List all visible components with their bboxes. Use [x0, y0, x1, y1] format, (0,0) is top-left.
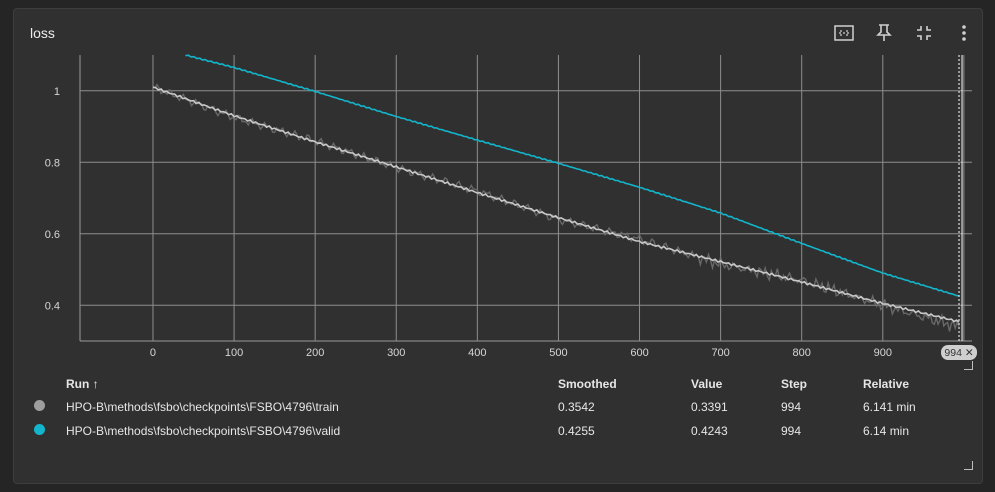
runs-table-header: Run ↑ Smoothed Value Step Relative [28, 373, 963, 395]
chart-resize-handle[interactable] [964, 361, 973, 370]
run-name: HPO-B\methods\fsbo\checkpoints\FSBO\4796… [66, 424, 341, 438]
series-line [185, 54, 960, 297]
x-tick-label: 300 [387, 347, 405, 359]
x-tick-label: 100 [225, 347, 243, 359]
fit-domain-button[interactable] [832, 23, 856, 47]
x-tick-label: 500 [549, 347, 567, 359]
hover-step-label: 994 ✕ [944, 347, 973, 359]
loss-card: loss 0 100 200 300 400 500 600 700 800 900 0.4 0.6 0… [13, 8, 983, 484]
run-column-header[interactable]: Run ↑ [66, 377, 99, 391]
x-tick-label: 600 [630, 347, 648, 359]
series-line [152, 86, 960, 323]
collapse-button[interactable] [912, 23, 936, 47]
collapse-icon [915, 24, 933, 47]
chart-labels: 0 100 200 300 400 500 600 700 800 900 0.4 0.6 0.8 1 99… [45, 55, 978, 360]
card-resize-handle[interactable] [964, 461, 973, 470]
y-tick-label: 0.8 [45, 157, 60, 169]
loss-chart[interactable]: 0 100 200 300 400 500 600 700 800 900 0.4 0.6 0.8 1 99… [14, 9, 982, 369]
hover-step-badge [941, 345, 978, 360]
smoothed-value: 0.4255 [558, 424, 595, 438]
value: 0.4243 [691, 424, 728, 438]
table-row: HPO-B\methods\fsbo\checkpoints\FSBO\4796… [28, 419, 963, 443]
more-vert-icon [961, 24, 967, 47]
run-name: HPO-B\methods\fsbo\checkpoints\FSBO\4796… [66, 400, 339, 414]
more-menu-button[interactable] [952, 23, 976, 47]
smoothed-value: 0.3542 [558, 400, 595, 414]
x-tick-label: 800 [793, 347, 811, 359]
x-tick-label: 0 [150, 347, 156, 359]
series-raw-line [152, 83, 960, 332]
run-color-dot [34, 424, 45, 435]
relative-column-header[interactable]: Relative [863, 377, 910, 391]
x-tick-label: 900 [874, 347, 892, 359]
step-column-header[interactable]: Step [781, 377, 808, 391]
step: 994 [781, 424, 802, 438]
relative: 6.141 min [863, 400, 916, 414]
table-row: HPO-B\methods\fsbo\checkpoints\FSBO\4796… [28, 395, 963, 419]
chart-series [152, 54, 960, 332]
y-tick-label: 0.6 [45, 229, 60, 241]
card-title: loss [30, 25, 55, 41]
chart-grid [79, 55, 972, 342]
value-column-header[interactable]: Value [691, 377, 723, 391]
y-tick-label: 1 [54, 86, 60, 98]
y-tick-label: 0.4 [45, 300, 60, 312]
pin-icon [876, 23, 892, 47]
runs-table: Run ↑ Smoothed Value Step Relative HPO-B… [28, 373, 963, 443]
smoothed-column-header[interactable]: Smoothed [558, 377, 617, 391]
run-color-dot [34, 400, 45, 411]
relative: 6.14 min [863, 424, 910, 438]
value: 0.3391 [691, 400, 728, 414]
x-tick-label: 700 [711, 347, 729, 359]
step: 994 [781, 400, 802, 414]
x-tick-label: 400 [468, 347, 486, 359]
fit-domain-icon [834, 24, 854, 46]
x-tick-label: 200 [306, 347, 324, 359]
pin-button[interactable] [872, 23, 896, 47]
